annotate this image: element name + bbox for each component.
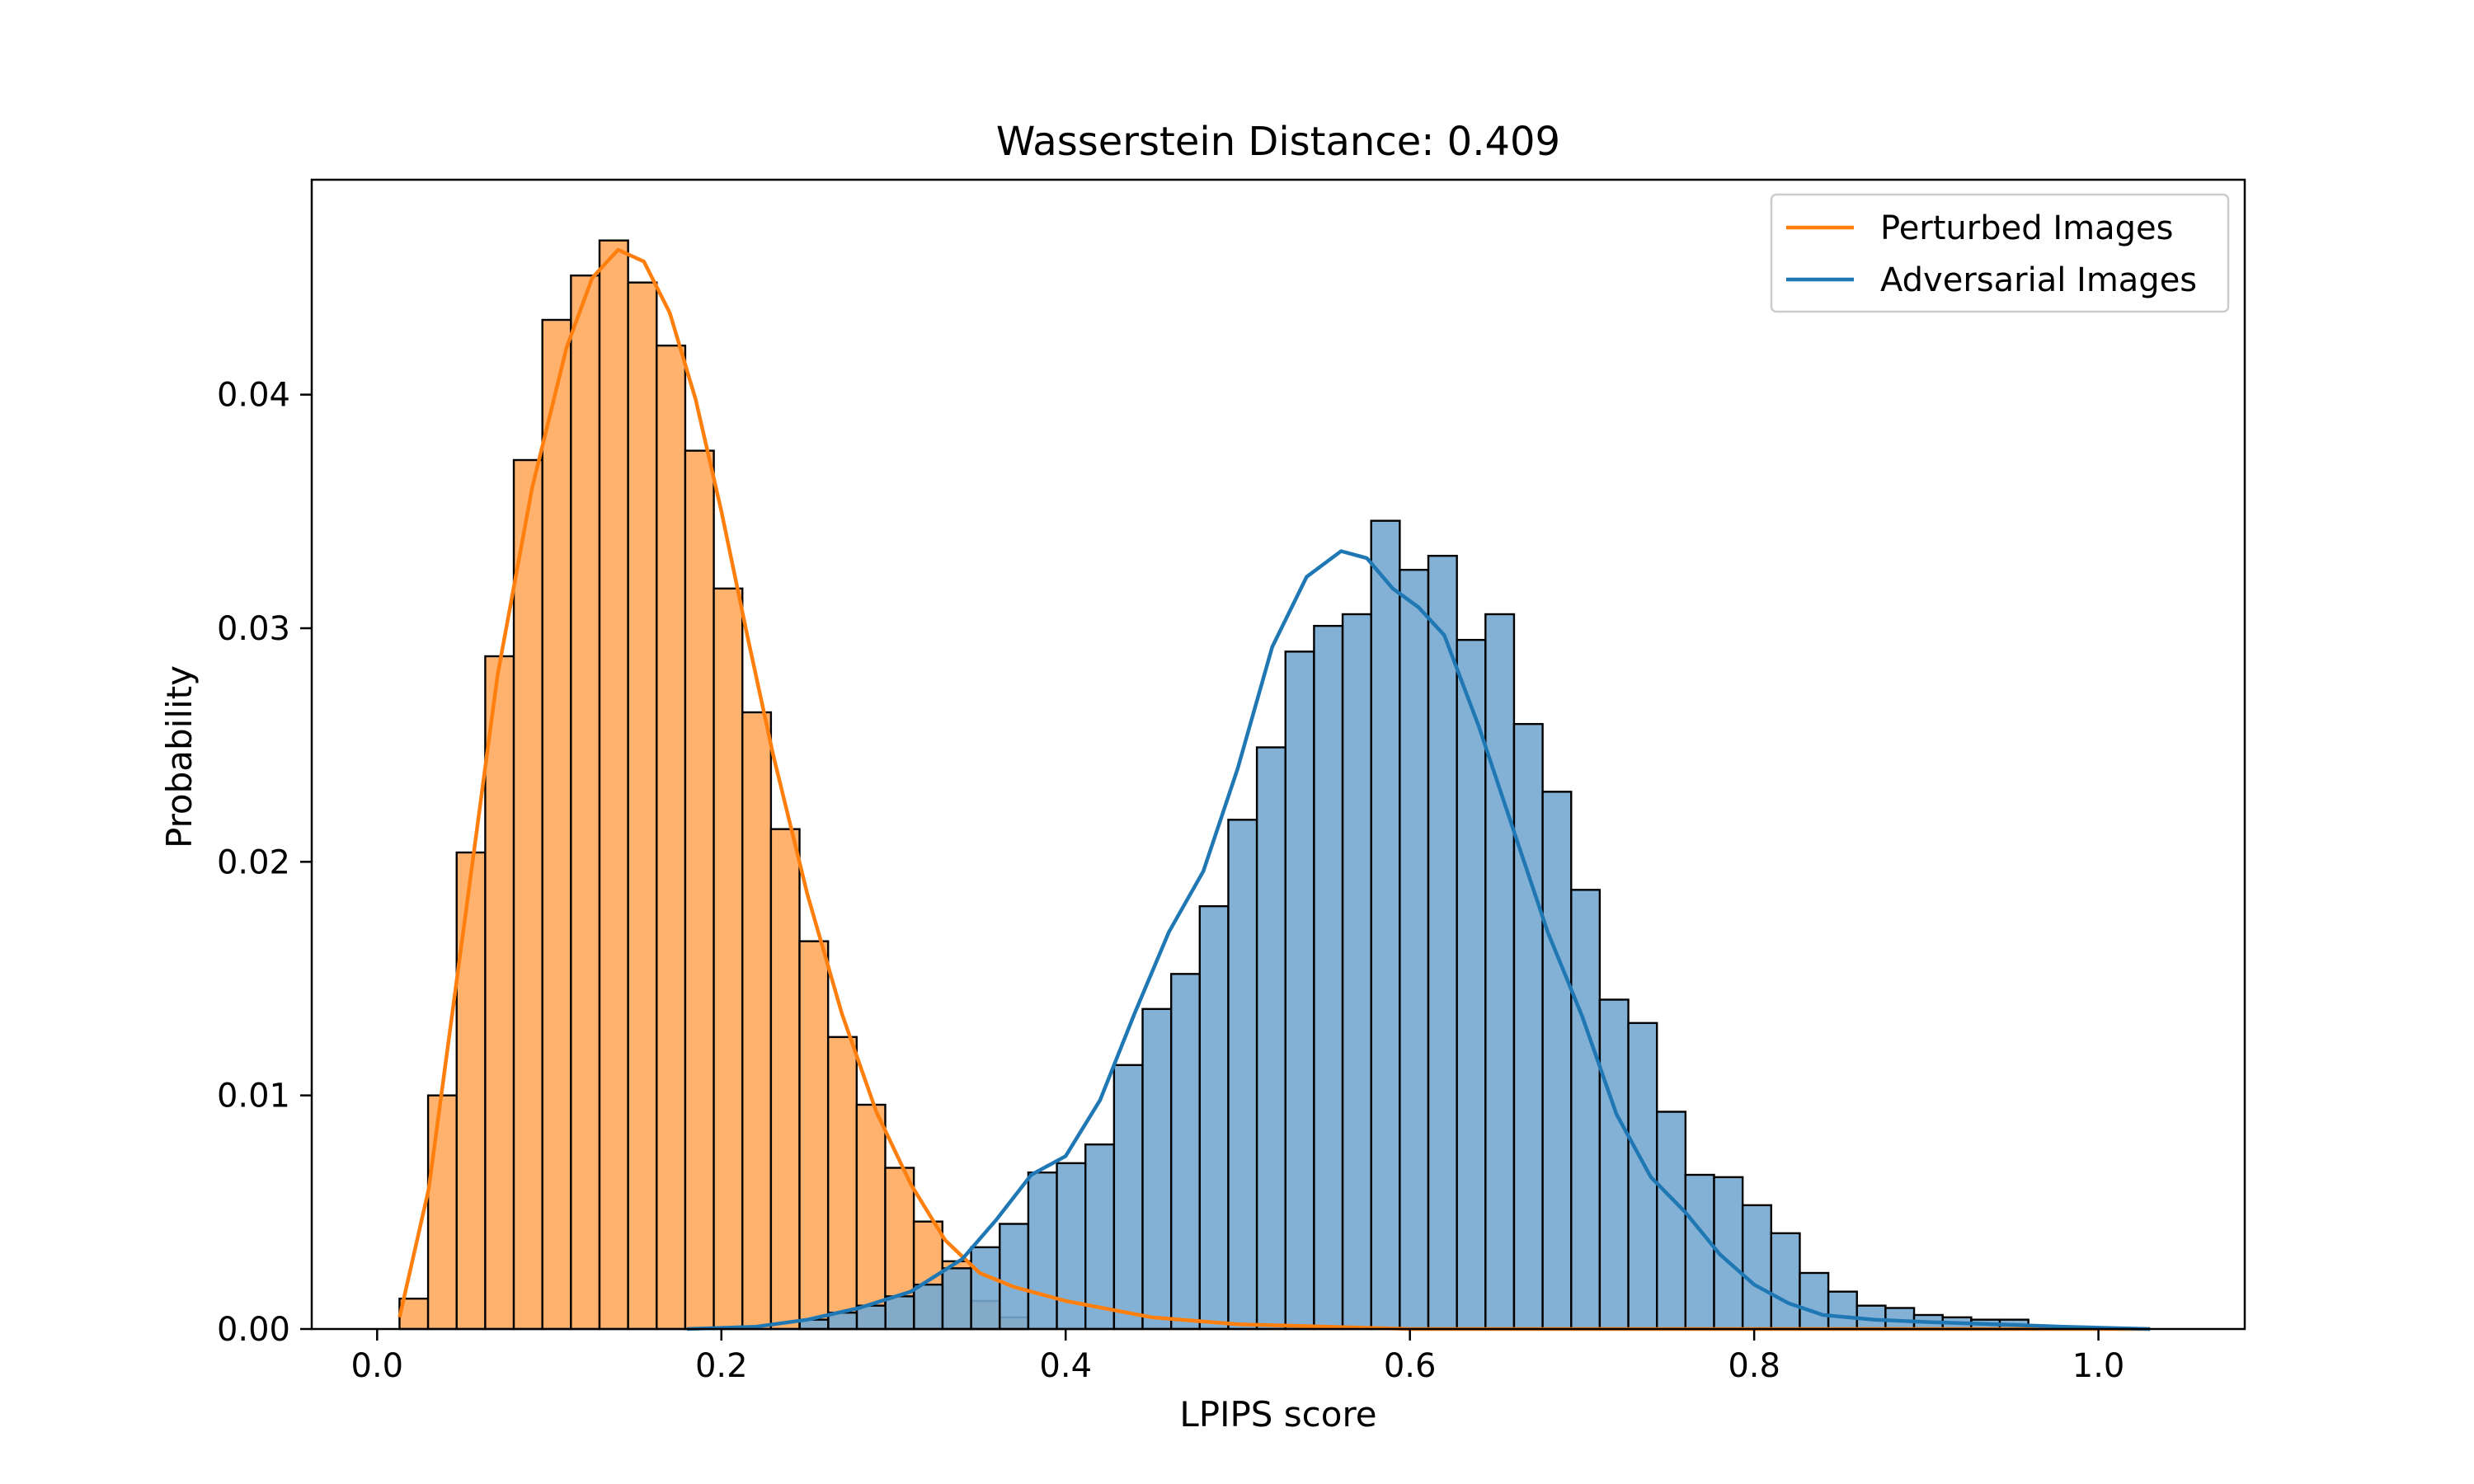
y-tick-label: 0.04: [217, 377, 290, 415]
legend-label: Adversarial Images: [1880, 261, 2197, 299]
histogram-bar: [426, 1094, 458, 1331]
histogram-bar: [1227, 819, 1258, 1331]
axes-frame: [310, 178, 2246, 1331]
histogram-bar: [1456, 638, 1487, 1331]
histogram-bar: [1370, 519, 1401, 1331]
histogram-bar: [1313, 624, 1344, 1331]
histogram-bar: [1741, 1204, 1772, 1331]
y-tick-label: 0.01: [217, 1078, 290, 1115]
histogram-bar: [627, 281, 658, 1331]
histogram-bar: [570, 274, 601, 1331]
x-tick-label: 0.6: [1384, 1347, 1437, 1385]
histogram-bar: [1884, 1307, 1916, 1331]
histogram-bar: [970, 1246, 1001, 1331]
legend-label: Perturbed Images: [1880, 209, 2173, 247]
histogram-bar: [1770, 1232, 1801, 1331]
y-tick-label: 0.02: [217, 843, 290, 881]
histogram-bar: [1598, 998, 1630, 1331]
histogram-bar: [1684, 1173, 1715, 1331]
series-0-bars: [398, 239, 1029, 1331]
x-tick-label: 0.4: [1039, 1347, 1092, 1385]
histogram-bar: [1655, 1111, 1687, 1331]
histogram-bar: [1570, 889, 1602, 1331]
histogram-bar: [1027, 1171, 1058, 1331]
histogram-bar: [484, 655, 515, 1331]
histogram-bar: [769, 828, 801, 1331]
histogram-bar: [1827, 1290, 1858, 1331]
histogram-bar: [1255, 746, 1286, 1331]
histogram-bar: [684, 449, 715, 1331]
histogram-bar: [1799, 1271, 1830, 1331]
histogram-bar: [1341, 613, 1372, 1331]
histogram-bar: [656, 344, 687, 1331]
histogram-bar: [1284, 650, 1315, 1331]
series-1-bars: [798, 519, 2087, 1331]
histogram-bar: [1427, 554, 1458, 1331]
plot-area: 0.0 0.2 0.4 0.6 0.8 1.0 0.00 0.01 0.02 0.03 0.04: [217, 178, 2246, 1385]
histogram-bar: [455, 851, 487, 1331]
x-tick-label: 0.2: [695, 1347, 748, 1385]
histogram-bar: [913, 1283, 944, 1331]
histogram-bar: [512, 458, 543, 1331]
histogram-bar: [855, 1103, 887, 1331]
histogram-bar: [1627, 1021, 1658, 1331]
histogram-bar: [1112, 1064, 1144, 1331]
kde-line-series-1: [686, 549, 2151, 1331]
histogram-bar: [941, 1267, 972, 1331]
legend-box: [1770, 193, 2230, 313]
histogram-bar: [1512, 722, 1544, 1331]
histogram-bar: [826, 1036, 858, 1331]
histogram-bar: [1084, 1143, 1116, 1331]
x-tick-label: 1.0: [2072, 1347, 2125, 1385]
histogram-bar: [798, 940, 830, 1331]
y-axis-label: Probability: [159, 665, 200, 848]
histogram-bar: [541, 318, 572, 1331]
legend: Perturbed Images Adversarial Images: [1770, 193, 2230, 313]
histogram-bar: [1541, 791, 1573, 1331]
histogram-bar: [1484, 613, 1516, 1331]
histogram-bar: [1169, 973, 1202, 1331]
histogram-bar: [1399, 568, 1430, 1331]
x-tick-label: 0.0: [351, 1347, 404, 1385]
histogram-bar: [1141, 1007, 1173, 1331]
chart-title: Wasserstein Distance: 0.409: [996, 119, 1560, 165]
histogram-bar: [1198, 904, 1230, 1331]
x-tick-label: 0.8: [1728, 1347, 1780, 1385]
y-tick-label: 0.03: [217, 610, 290, 648]
x-axis-label: LPIPS score: [1179, 1394, 1376, 1435]
histogram-bar: [741, 711, 773, 1331]
histogram-bar: [713, 587, 744, 1331]
y-tick-label: 0.00: [217, 1311, 290, 1349]
histogram-bar: [884, 1295, 915, 1331]
histogram-bar: [999, 1223, 1030, 1331]
histogram-bar: [598, 239, 629, 1331]
